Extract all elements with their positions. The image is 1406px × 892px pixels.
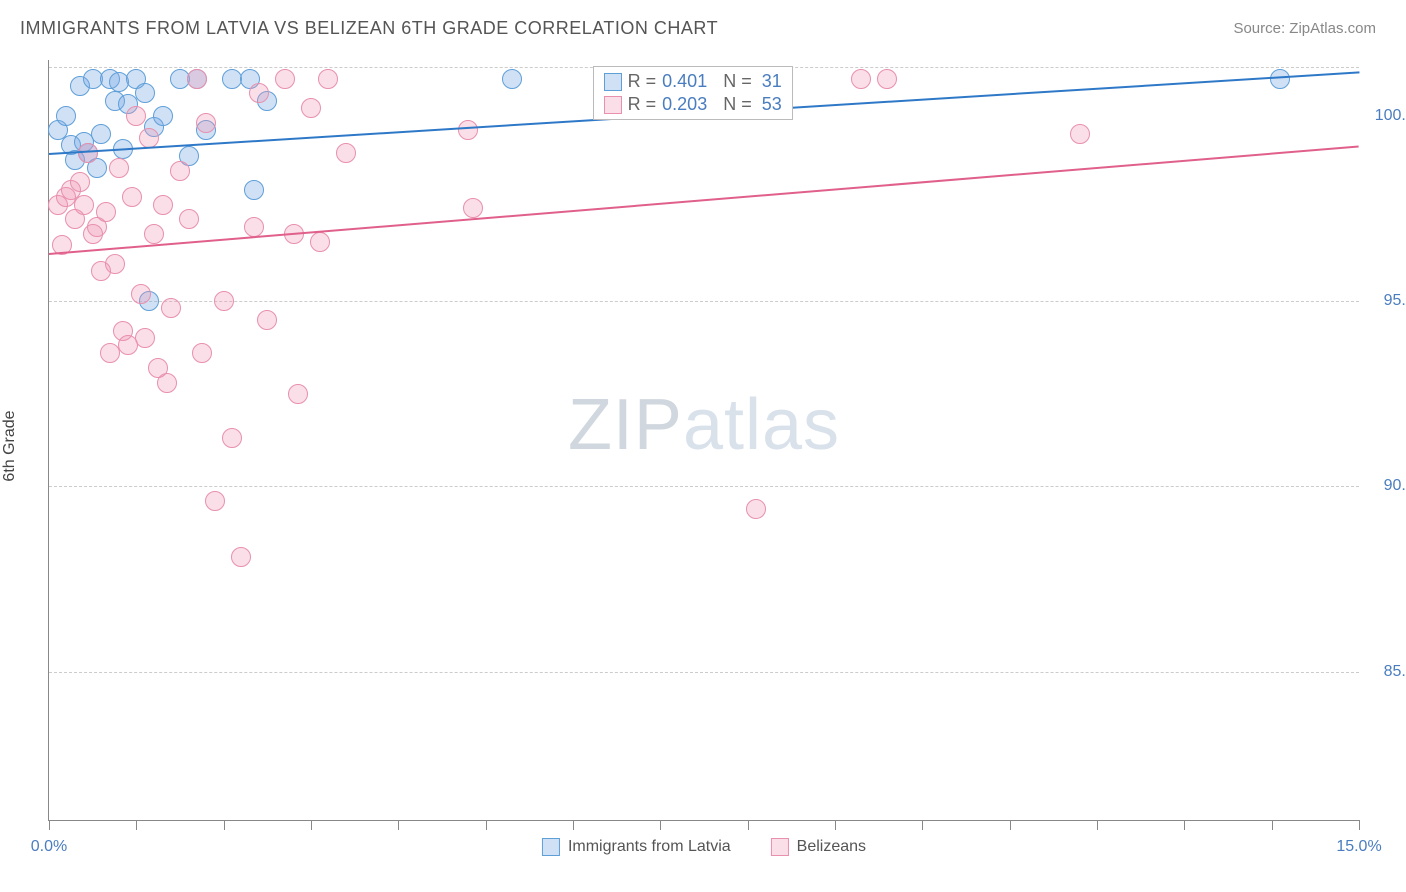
data-point bbox=[310, 232, 330, 252]
x-tick bbox=[1184, 820, 1185, 830]
series-legend: Immigrants from Latvia Belizeans bbox=[542, 838, 866, 856]
legend-n-value: 31 bbox=[762, 71, 782, 92]
stats-legend-row: R = 0.203 N = 53 bbox=[604, 94, 782, 115]
data-point bbox=[105, 254, 125, 274]
data-point bbox=[153, 195, 173, 215]
data-point bbox=[91, 124, 111, 144]
y-tick-label: 100.0% bbox=[1375, 107, 1406, 125]
x-tick bbox=[486, 820, 487, 830]
data-point bbox=[144, 224, 164, 244]
data-point bbox=[288, 384, 308, 404]
data-point bbox=[157, 373, 177, 393]
chart-header: IMMIGRANTS FROM LATVIA VS BELIZEAN 6TH G… bbox=[0, 18, 1406, 39]
data-point bbox=[126, 106, 146, 126]
x-tick bbox=[398, 820, 399, 830]
data-point bbox=[196, 113, 216, 133]
x-tick bbox=[1010, 820, 1011, 830]
chart-title: IMMIGRANTS FROM LATVIA VS BELIZEAN 6TH G… bbox=[20, 18, 718, 39]
data-point bbox=[275, 69, 295, 89]
x-tick bbox=[49, 820, 50, 830]
gridline bbox=[49, 672, 1359, 673]
data-point bbox=[502, 69, 522, 89]
gridline bbox=[49, 486, 1359, 487]
data-point bbox=[851, 69, 871, 89]
data-point bbox=[318, 69, 338, 89]
gridline bbox=[49, 301, 1359, 302]
data-point bbox=[746, 499, 766, 519]
stats-legend: R = 0.401 N = 31 R = 0.203 N = 53 bbox=[593, 66, 793, 120]
data-point bbox=[139, 128, 159, 148]
data-point bbox=[161, 298, 181, 318]
x-tick bbox=[835, 820, 836, 830]
x-tick-label: 0.0% bbox=[31, 838, 67, 856]
data-point bbox=[463, 198, 483, 218]
series-legend-label: Immigrants from Latvia bbox=[568, 838, 731, 856]
x-tick bbox=[1097, 820, 1098, 830]
data-point bbox=[187, 69, 207, 89]
series-legend-label: Belizeans bbox=[797, 838, 866, 856]
data-point bbox=[192, 343, 212, 363]
data-point bbox=[244, 217, 264, 237]
legend-swatch bbox=[604, 73, 622, 91]
data-point bbox=[214, 291, 234, 311]
x-tick bbox=[1272, 820, 1273, 830]
plot-area: ZIPatlas 85.0%90.0%95.0%100.0%0.0%15.0%R… bbox=[48, 60, 1359, 821]
series-legend-item: Belizeans bbox=[771, 838, 866, 856]
data-point bbox=[249, 83, 269, 103]
watermark: ZIPatlas bbox=[568, 384, 840, 466]
legend-n-label: N = bbox=[723, 94, 752, 115]
data-point bbox=[135, 328, 155, 348]
data-point bbox=[56, 106, 76, 126]
data-point bbox=[458, 120, 478, 140]
legend-swatch bbox=[604, 96, 622, 114]
x-tick bbox=[136, 820, 137, 830]
data-point bbox=[179, 209, 199, 229]
legend-n-value: 53 bbox=[762, 94, 782, 115]
x-tick bbox=[922, 820, 923, 830]
trend-line bbox=[49, 145, 1359, 255]
legend-r-label: R = bbox=[628, 71, 657, 92]
data-point bbox=[109, 158, 129, 178]
data-point bbox=[153, 106, 173, 126]
legend-n-label: N = bbox=[723, 71, 752, 92]
data-point bbox=[336, 143, 356, 163]
data-point bbox=[170, 161, 190, 181]
y-tick-label: 90.0% bbox=[1384, 477, 1406, 495]
y-axis-label: 6th Grade bbox=[1, 410, 19, 481]
x-tick bbox=[748, 820, 749, 830]
y-tick-label: 85.0% bbox=[1384, 663, 1406, 681]
data-point bbox=[877, 69, 897, 89]
data-point bbox=[1070, 124, 1090, 144]
source-label: Source: ZipAtlas.com bbox=[1233, 20, 1376, 37]
data-point bbox=[70, 172, 90, 192]
data-point bbox=[96, 202, 116, 222]
x-tick bbox=[660, 820, 661, 830]
data-point bbox=[135, 83, 155, 103]
legend-r-value: 0.401 bbox=[662, 71, 707, 92]
data-point bbox=[257, 310, 277, 330]
data-point bbox=[301, 98, 321, 118]
series-legend-item: Immigrants from Latvia bbox=[542, 838, 731, 856]
legend-r-label: R = bbox=[628, 94, 657, 115]
data-point bbox=[205, 491, 225, 511]
x-tick bbox=[311, 820, 312, 830]
data-point bbox=[222, 428, 242, 448]
watermark-part1: ZIP bbox=[568, 385, 683, 465]
legend-r-value: 0.203 bbox=[662, 94, 707, 115]
x-tick-label: 15.0% bbox=[1336, 838, 1381, 856]
y-tick-label: 95.0% bbox=[1384, 292, 1406, 310]
x-tick bbox=[573, 820, 574, 830]
watermark-part2: atlas bbox=[683, 385, 840, 465]
legend-swatch bbox=[771, 838, 789, 856]
data-point bbox=[231, 547, 251, 567]
legend-swatch bbox=[542, 838, 560, 856]
data-point bbox=[244, 180, 264, 200]
x-tick bbox=[224, 820, 225, 830]
x-tick bbox=[1359, 820, 1360, 830]
data-point bbox=[122, 187, 142, 207]
stats-legend-row: R = 0.401 N = 31 bbox=[604, 71, 782, 92]
data-point bbox=[74, 195, 94, 215]
data-point bbox=[131, 284, 151, 304]
